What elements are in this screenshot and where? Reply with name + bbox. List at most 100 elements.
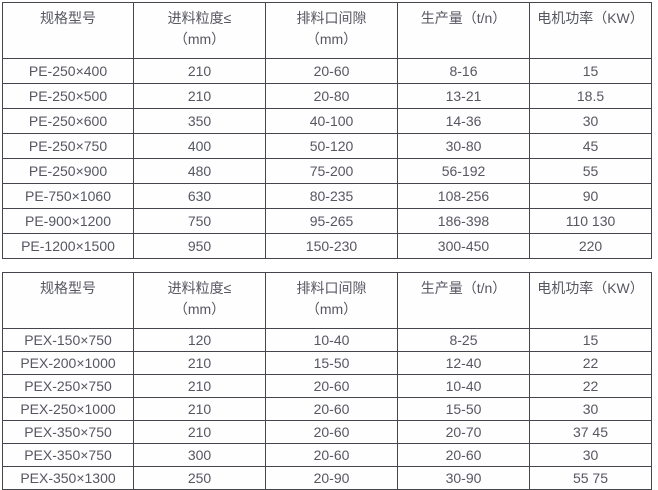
spec-cell: 15-50 [397, 397, 530, 421]
spec-cell: 55 75 [529, 466, 652, 490]
table-row: PEX-350×750 210 20-60 20-70 37 45 [2, 420, 652, 444]
spec-cell: 630 [133, 183, 266, 209]
spec-cell: 20-60 [265, 58, 398, 84]
column-header: 进料粒度≤ （mm） [133, 2, 266, 59]
spec-cell: 108-256 [397, 183, 530, 209]
column-header-line2: （mm） [305, 301, 358, 317]
spec-cell: 10-40 [397, 374, 530, 398]
pe-spec-table: 规格型号 进料粒度≤ （mm） 排料口间隙 （mm） 生产量（t/n） 电机功率（KW） P… [2, 2, 652, 259]
spec-cell: 55 [529, 158, 652, 184]
spec-cell: 10-40 [265, 328, 398, 352]
model-cell: PE-250×900 [2, 158, 134, 184]
pex-spec-table: 规格型号 进料粒度≤ （mm） 排料口间隙 （mm） 生产量（t/n） 电机功率（KW） P… [2, 272, 652, 490]
model-cell: PE-250×750 [2, 133, 134, 159]
spec-cell: 20-60 [265, 420, 398, 444]
model-cell: PEX-200×1000 [2, 351, 134, 375]
spec-cell: 30-80 [397, 133, 530, 159]
model-cell: PE-250×500 [2, 83, 134, 109]
table-row: PEX-250×1000 210 20-60 15-50 30 [2, 397, 652, 421]
spec-cell: 220 [529, 233, 652, 259]
spec-cell: 95-265 [265, 208, 398, 234]
spec-cell: 20-60 [265, 443, 398, 467]
column-header: 电机功率（KW） [529, 272, 652, 329]
spec-cell: 210 [133, 58, 266, 84]
table-row: PE-250×900 480 75-200 56-192 55 [2, 158, 652, 184]
header-row: 规格型号 进料粒度≤ （mm） 排料口间隙 （mm） 生产量（t/n） 电机功率（KW） [2, 2, 652, 59]
spec-cell: 20-60 [265, 397, 398, 421]
spec-cell: 8-16 [397, 58, 530, 84]
spec-cell: 150-230 [265, 233, 398, 259]
model-cell: PEX-350×750 [2, 420, 134, 444]
column-header-line1: 电机功率（KW） [537, 280, 644, 296]
column-header: 排料口间隙 （mm） [265, 272, 398, 329]
spec-cell: 30 [529, 108, 652, 134]
spec-cell: 20-60 [397, 443, 530, 467]
table-gap [2, 259, 658, 272]
spec-cell: 13-21 [397, 83, 530, 109]
spec-cell: 210 [133, 351, 266, 375]
column-header: 规格型号 [2, 2, 134, 59]
spec-cell: 15-50 [265, 351, 398, 375]
spec-cell: 22 [529, 374, 652, 398]
spec-cell: 15 [529, 58, 652, 84]
spec-cell: 12-40 [397, 351, 530, 375]
spec-cell: 480 [133, 158, 266, 184]
model-cell: PEX-250×1000 [2, 397, 134, 421]
table-row: PEX-350×750 300 20-60 20-60 30 [2, 443, 652, 467]
model-cell: PEX-350×1300 [2, 466, 134, 490]
spec-cell: 210 [133, 420, 266, 444]
pe-spec-table-body: PE-250×400 210 20-60 8-16 15 PE-250×500 210 20-… [2, 58, 652, 259]
spec-cell: 950 [133, 233, 266, 259]
table-row: PE-1200×1500 950 150-230 300-450 220 [2, 233, 652, 259]
column-header: 进料粒度≤ （mm） [133, 272, 266, 329]
spec-cell: 14-36 [397, 108, 530, 134]
column-header: 规格型号 [2, 272, 134, 329]
column-header-line1: 生产量（t/n） [420, 280, 507, 296]
spec-cell: 37 45 [529, 420, 652, 444]
model-cell: PE-250×600 [2, 108, 134, 134]
model-cell: PE-750×1060 [2, 183, 134, 209]
spec-cell: 45 [529, 133, 652, 159]
table-row: PEX-350×1300 250 20-90 30-90 55 75 [2, 466, 652, 490]
pex-spec-table-header: 规格型号 进料粒度≤ （mm） 排料口间隙 （mm） 生产量（t/n） 电机功率（KW） [2, 272, 652, 329]
model-cell: PE-1200×1500 [2, 233, 134, 259]
table-row: PE-250×750 400 50-120 30-80 45 [2, 133, 652, 159]
spec-cell: 30 [529, 443, 652, 467]
spec-cell: 30-90 [397, 466, 530, 490]
table-row: PE-250×500 210 20-80 13-21 18.5 [2, 83, 652, 109]
spec-cell: 90 [529, 183, 652, 209]
column-header: 排料口间隙 （mm） [265, 2, 398, 59]
spec-cell: 50-120 [265, 133, 398, 159]
spec-cell: 20-90 [265, 466, 398, 490]
spec-cell: 350 [133, 108, 266, 134]
column-header-line1: 规格型号 [40, 280, 96, 296]
spec-cell: 400 [133, 133, 266, 159]
spec-cell: 75-200 [265, 158, 398, 184]
model-cell: PEX-250×750 [2, 374, 134, 398]
column-header-line1: 排料口间隙 [296, 10, 367, 26]
spec-cell: 186-398 [397, 208, 530, 234]
column-header-line1: 进料粒度≤ [167, 280, 232, 296]
column-header: 生产量（t/n） [397, 2, 530, 59]
column-header-line1: 进料粒度≤ [167, 10, 232, 26]
spec-cell: 15 [529, 328, 652, 352]
column-header-line2: （mm） [173, 31, 226, 47]
spec-cell: 20-80 [265, 83, 398, 109]
table-row: PEX-200×1000 210 15-50 12-40 22 [2, 351, 652, 375]
column-header: 生产量（t/n） [397, 272, 530, 329]
spec-cell: 56-192 [397, 158, 530, 184]
spec-cell: 30 [529, 397, 652, 421]
pex-spec-table-body: PEX-150×750 120 10-40 8-25 15 PEX-200×1000 210… [2, 328, 652, 490]
table-row: PEX-150×750 120 10-40 8-25 15 [2, 328, 652, 352]
table-row: PE-750×1060 630 80-235 108-256 90 [2, 183, 652, 209]
model-cell: PE-250×400 [2, 58, 134, 84]
spec-cell: 8-25 [397, 328, 530, 352]
column-header-line2: （mm） [173, 301, 226, 317]
spec-cell: 300 [133, 443, 266, 467]
column-header-line1: 排料口间隙 [296, 280, 367, 296]
pe-spec-table-header: 规格型号 进料粒度≤ （mm） 排料口间隙 （mm） 生产量（t/n） 电机功率（KW） [2, 2, 652, 59]
column-header-line1: 电机功率（KW） [537, 10, 644, 26]
spec-cell: 120 [133, 328, 266, 352]
column-header-line2: （mm） [305, 31, 358, 47]
